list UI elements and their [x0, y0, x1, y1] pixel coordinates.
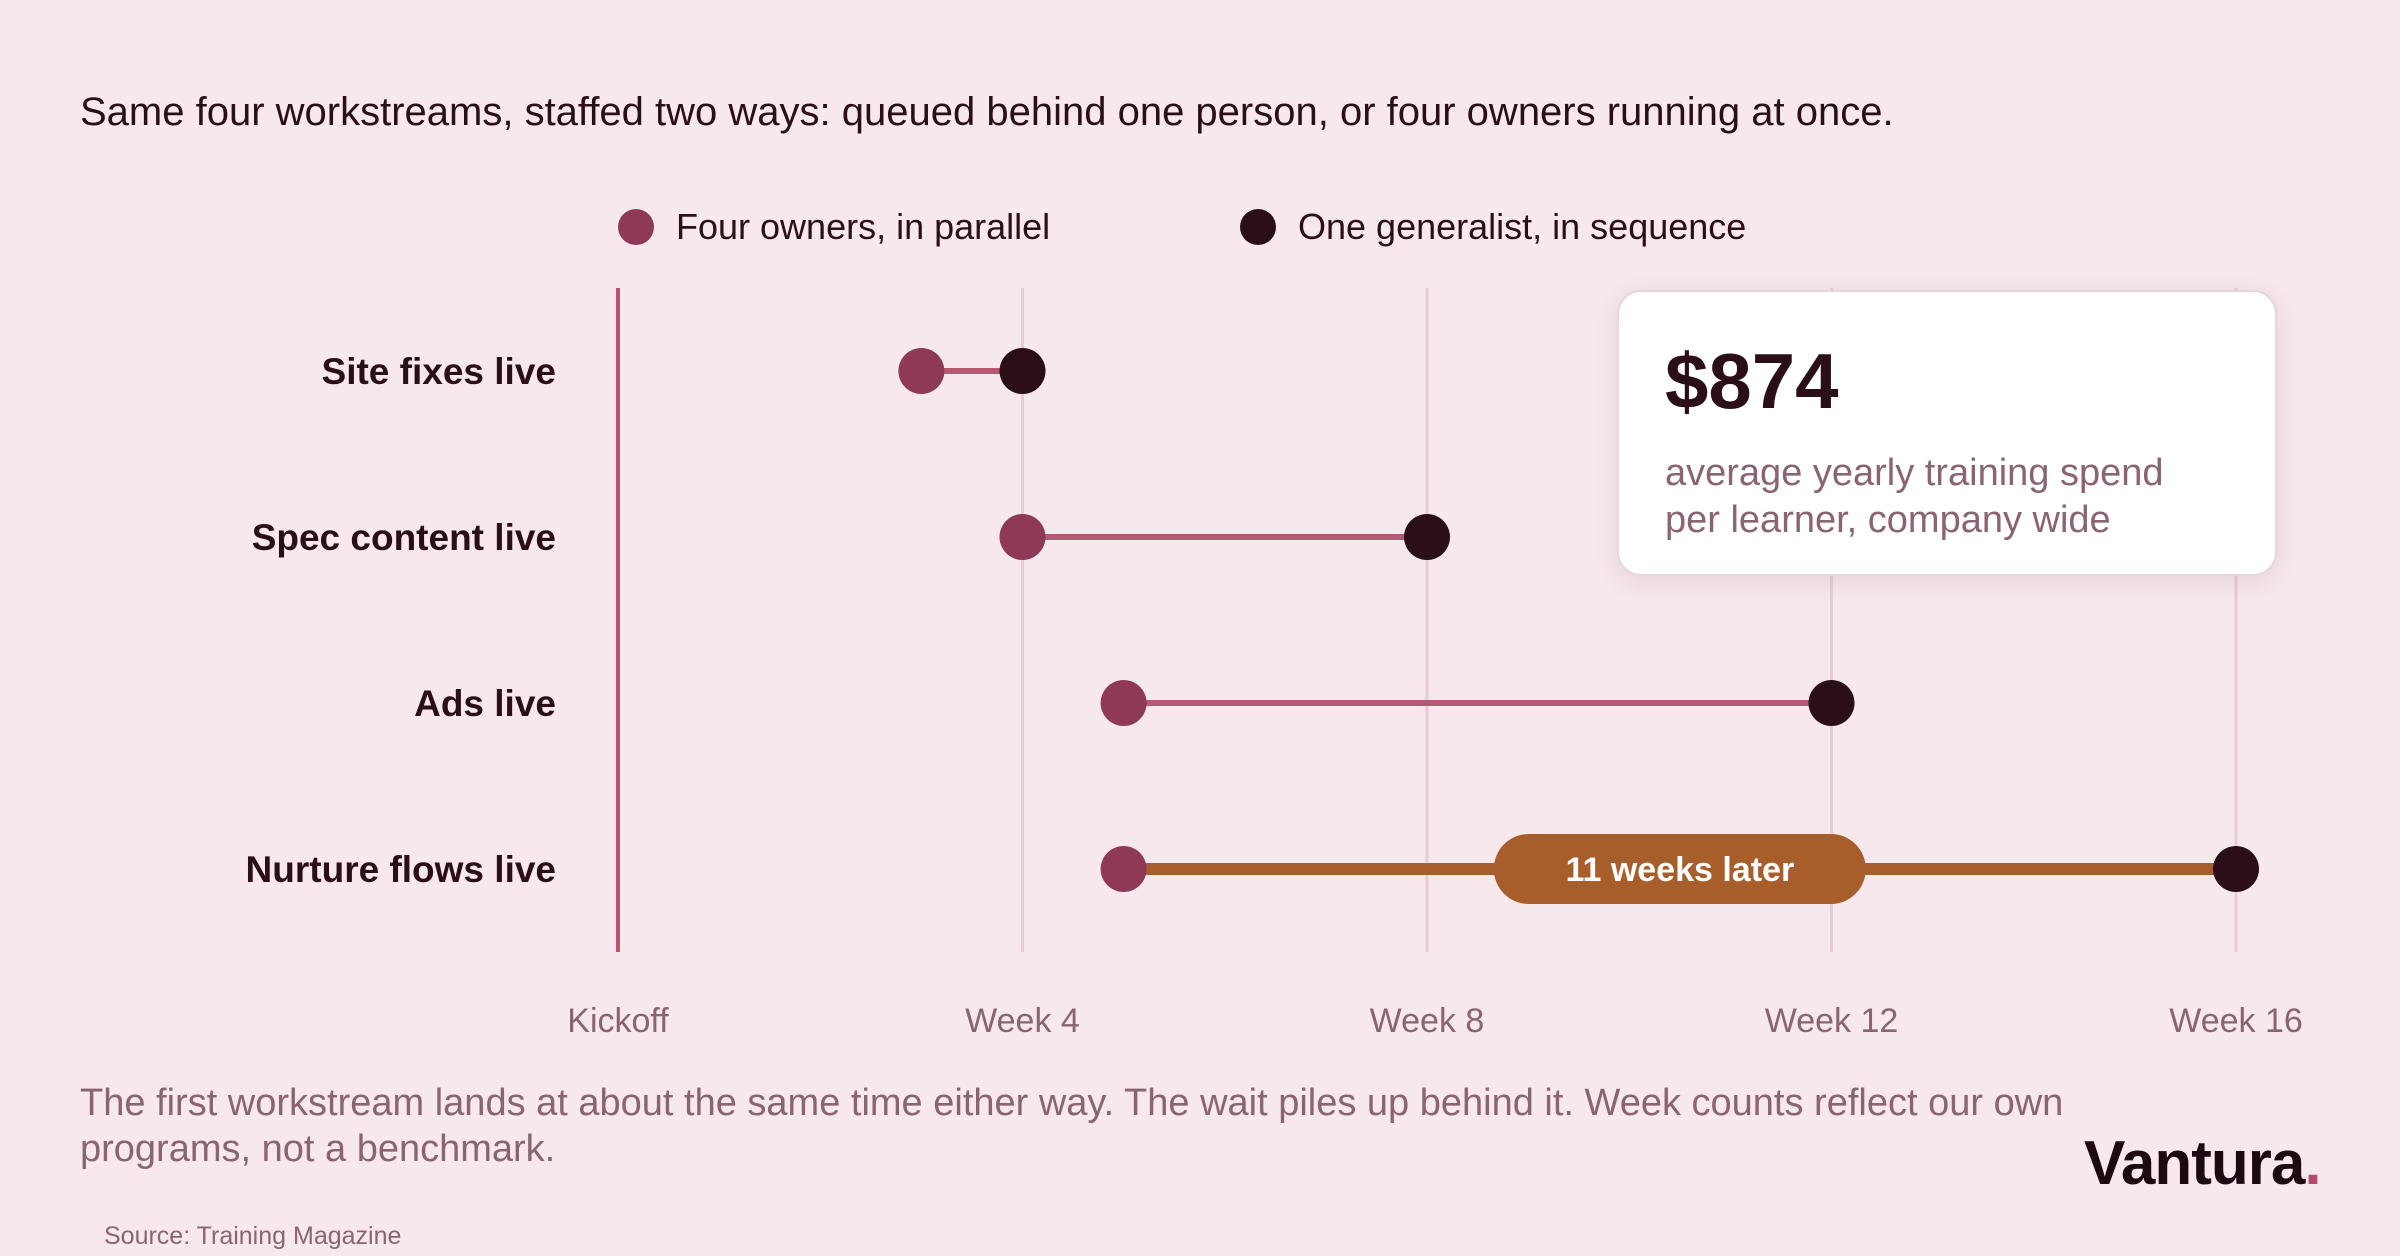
brand-dot: . [2304, 1129, 2321, 1198]
legend-item-sequence: One generalist, in sequence [1240, 206, 1746, 248]
x-tick-label-2: Week 8 [1370, 1002, 1485, 1040]
category-label-1: Spec content live [252, 517, 556, 558]
x-tick-label-4: Week 16 [2169, 1002, 2303, 1040]
dot-sequence-0 [999, 348, 1046, 394]
x-tick-label-1: Week 4 [965, 1002, 1080, 1040]
brand-name: Vantura [2084, 1129, 2305, 1198]
dumbbell-chart: Kickoff Week 4 Week 8 Week 12 Week 16 Site fi… [246, 288, 2303, 1040]
annotation-pill [1493, 834, 1866, 904]
legend-dot-parallel [618, 209, 654, 245]
legend-dot-sequence [1240, 209, 1276, 245]
dot-sequence-1 [1404, 514, 1450, 560]
stat-callout-card: $874 average yearly training spend per l… [1617, 290, 2277, 576]
category-label-3: Nurture flows live [246, 849, 556, 890]
legend-label-parallel: Four owners, in parallel [676, 206, 1051, 247]
category-label-2: Ads live [414, 683, 556, 724]
legend-label-sequence: One generalist, in sequence [1298, 206, 1747, 247]
dot-parallel-3 [1100, 846, 1147, 892]
category-label-0: Site fixes live [322, 351, 556, 392]
dot-sequence-3 [2213, 846, 2259, 892]
dot-parallel-2 [1100, 680, 1147, 726]
x-tick-label-0: Kickoff [567, 1002, 669, 1040]
legend-item-parallel: Four owners, in parallel [618, 206, 1050, 248]
callout-text: average yearly training spend per learne… [1665, 452, 2164, 541]
chart-subtitle: Same four workstreams, staffed two ways:… [80, 90, 1894, 134]
x-tick-label-3: Week 12 [1765, 1002, 1899, 1040]
dot-sequence-2 [1808, 680, 1855, 726]
dot-parallel-1 [999, 514, 1046, 560]
chart-note: The first workstream lands at about the … [80, 1082, 2064, 1170]
callout-value: $874 [1665, 337, 1839, 425]
brand-logo: Vantura. [2084, 1128, 2322, 1199]
source-note: Source: Training Magazine [104, 1222, 402, 1250]
dot-parallel-0 [898, 348, 945, 394]
annotation-label: 11 weeks later [1565, 851, 1794, 889]
